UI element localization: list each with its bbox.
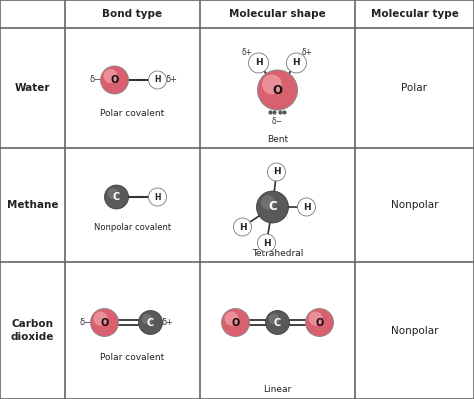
Circle shape — [104, 185, 128, 209]
Circle shape — [306, 308, 334, 336]
Circle shape — [309, 312, 323, 326]
Text: H: H — [303, 203, 310, 211]
Text: Water: Water — [15, 83, 50, 93]
Circle shape — [256, 191, 289, 223]
Text: δ+: δ+ — [165, 75, 177, 85]
Text: C: C — [268, 201, 277, 213]
Text: H: H — [292, 59, 300, 67]
Circle shape — [298, 198, 316, 216]
Circle shape — [261, 196, 275, 210]
Circle shape — [265, 310, 290, 334]
Text: Polar covalent: Polar covalent — [100, 109, 164, 117]
Text: H: H — [239, 223, 246, 231]
Circle shape — [221, 308, 249, 336]
Text: Tetrahedral: Tetrahedral — [252, 249, 303, 257]
Circle shape — [93, 312, 108, 326]
Circle shape — [262, 74, 282, 95]
Text: δ−: δ− — [272, 117, 283, 126]
Circle shape — [286, 53, 306, 73]
Circle shape — [100, 66, 128, 94]
Text: Molecular shape: Molecular shape — [229, 9, 326, 19]
Circle shape — [148, 71, 166, 89]
Text: O: O — [273, 83, 283, 97]
Text: Linear: Linear — [264, 385, 292, 395]
Circle shape — [234, 218, 252, 236]
Text: H: H — [154, 192, 161, 201]
Text: O: O — [315, 318, 324, 328]
Text: δ+: δ+ — [242, 48, 253, 57]
Circle shape — [91, 308, 118, 336]
Circle shape — [225, 312, 238, 326]
Circle shape — [142, 314, 153, 324]
Text: δ−: δ− — [80, 318, 91, 327]
Text: C: C — [147, 318, 154, 328]
Text: C: C — [113, 192, 120, 202]
Circle shape — [257, 70, 298, 110]
Text: H: H — [154, 75, 161, 85]
Text: H: H — [263, 239, 270, 247]
Text: Nonpolar: Nonpolar — [391, 200, 438, 210]
Text: O: O — [110, 75, 118, 85]
Text: Nonpolar covalent: Nonpolar covalent — [94, 223, 171, 233]
Text: H: H — [273, 168, 280, 176]
Circle shape — [269, 314, 280, 324]
Circle shape — [257, 234, 275, 252]
Text: Bent: Bent — [267, 134, 288, 144]
Text: Polar covalent: Polar covalent — [100, 353, 164, 362]
Text: Molecular type: Molecular type — [371, 9, 458, 19]
Text: O: O — [231, 318, 240, 328]
Circle shape — [108, 188, 118, 199]
Text: O: O — [100, 318, 109, 328]
Circle shape — [104, 69, 118, 83]
Text: C: C — [274, 318, 281, 328]
Text: Nonpolar: Nonpolar — [391, 326, 438, 336]
Text: H: H — [255, 59, 263, 67]
Circle shape — [267, 163, 285, 181]
Circle shape — [148, 188, 166, 206]
Text: Carbon
dioxide: Carbon dioxide — [11, 319, 54, 342]
Text: δ+: δ+ — [302, 48, 313, 57]
Text: Polar: Polar — [401, 83, 428, 93]
Text: δ+: δ+ — [162, 318, 173, 327]
Text: δ−: δ− — [90, 75, 101, 85]
Circle shape — [138, 310, 163, 334]
Circle shape — [248, 53, 269, 73]
Text: Bond type: Bond type — [102, 9, 163, 19]
Text: Methane: Methane — [7, 200, 58, 210]
